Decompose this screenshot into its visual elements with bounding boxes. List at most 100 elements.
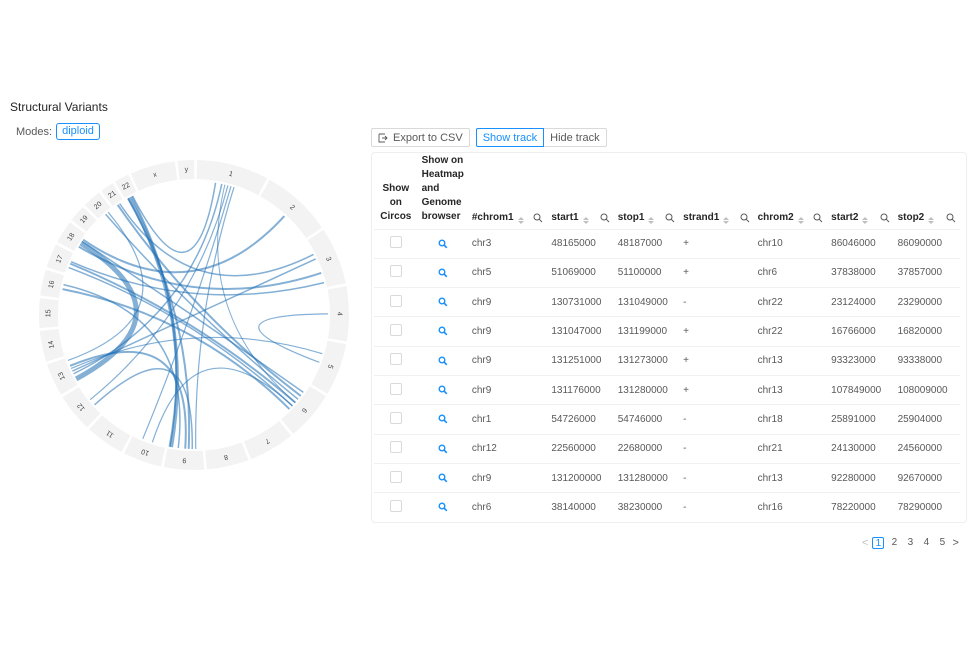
sv-link[interactable] [70,336,323,370]
search-icon[interactable] [438,502,448,512]
show-on-circos-checkbox[interactable] [389,411,402,424]
chromosome-segment[interactable] [40,269,64,298]
sv-link[interactable] [151,367,293,443]
sv-link[interactable] [67,211,144,361]
sv-link[interactable] [62,288,291,410]
pagination-next[interactable]: > [952,537,959,549]
chromosome-segment[interactable] [89,415,131,453]
show-on-circos-checkbox[interactable] [389,294,402,307]
chromosome-segment[interactable] [281,386,327,434]
search-icon[interactable] [438,326,448,336]
search-filter-icon[interactable] [533,213,543,223]
sv-link[interactable] [217,184,296,404]
sv-link[interactable] [131,182,217,254]
sv-link[interactable] [78,245,322,290]
sort-icon[interactable] [517,216,524,224]
chromosome-segment[interactable] [115,174,137,198]
chromosome-segment[interactable] [62,387,101,428]
sv-link[interactable] [130,196,178,447]
sort-icon[interactable] [928,216,935,224]
show-track-button[interactable]: Show track [475,128,545,147]
chromosome-segment[interactable] [260,179,322,239]
page-1[interactable]: 1 [872,537,885,549]
chromosome-segment[interactable] [243,420,292,460]
search-icon[interactable] [438,297,448,307]
table-row[interactable]: chr3 48165000 48187000 + chr10 86046000 … [374,229,960,259]
search-filter-icon[interactable] [665,213,675,223]
table-row[interactable]: chr12 22560000 22680000 - chr21 24130000… [374,434,960,464]
page-2[interactable]: 2 [891,537,898,548]
page-5[interactable]: 5 [939,537,946,548]
chromosome-segment[interactable] [57,222,86,251]
sort-icon[interactable] [648,216,655,224]
chromosome-segment[interactable] [196,160,268,196]
chromosome-segment[interactable] [46,244,73,273]
sort-icon[interactable] [797,216,804,224]
header-chrom2[interactable]: chrom2 [753,153,828,230]
chromosome-segment[interactable] [39,329,65,362]
sv-link[interactable] [70,260,325,296]
chromosome-segment[interactable] [205,442,249,470]
table-row[interactable]: chr9 130731000 131049000 - chr22 2312400… [374,287,960,318]
header-start2[interactable]: start2 [827,153,894,230]
search-icon[interactable] [438,385,448,395]
chromosome-segment[interactable] [130,161,178,191]
hide-track-button[interactable]: Hide track [544,128,607,147]
search-icon[interactable] [438,414,448,424]
table-row[interactable]: chr9 131200000 131280000 - chr13 9228000… [374,463,960,494]
table-row[interactable]: chr1 54726000 54746000 - chr18 25891000 … [374,404,960,435]
page-4[interactable]: 4 [923,537,930,548]
search-filter-icon[interactable] [600,213,610,223]
table-row[interactable]: chr9 131047000 131199000 + chr22 1676600… [374,316,960,347]
search-filter-icon[interactable] [880,213,890,223]
sv-link[interactable] [142,186,232,440]
chromosome-segment[interactable] [307,229,346,288]
sort-icon[interactable] [582,216,589,224]
table-row[interactable]: chr9 131251000 131273000 + chr13 9332300… [374,346,960,376]
sv-link[interactable] [82,215,286,274]
chromosome-segment[interactable] [38,298,59,329]
sv-link[interactable] [127,197,191,449]
show-on-circos-checkbox[interactable] [389,324,402,337]
search-icon[interactable] [438,239,448,249]
show-on-circos-checkbox[interactable] [389,441,402,454]
chromosome-segment[interactable] [311,340,347,394]
show-on-circos-checkbox[interactable] [389,382,402,395]
search-filter-icon[interactable] [740,213,750,223]
sort-icon[interactable] [723,216,730,224]
show-on-circos-checkbox[interactable] [389,236,402,249]
chromosome-segment[interactable] [327,285,349,342]
chromosome-segment[interactable] [84,192,111,219]
sv-link[interactable] [68,266,293,407]
sort-icon[interactable] [862,216,869,224]
header-start1[interactable]: start1 [547,153,614,230]
header-chrom1[interactable]: #chrom1 [467,153,548,230]
header-stop2[interactable]: stop2 [893,153,960,230]
search-filter-icon[interactable] [946,213,956,223]
sv-link[interactable] [94,368,193,449]
export-csv-button[interactable]: Export to CSV [371,128,470,147]
search-icon[interactable] [438,444,448,454]
show-on-circos-checkbox[interactable] [389,265,402,278]
sv-link[interactable] [195,186,235,449]
chromosome-segment[interactable] [124,436,166,467]
sv-link[interactable] [69,350,187,449]
sv-link[interactable] [258,313,329,363]
sv-link[interactable] [63,283,181,449]
sv-link[interactable] [89,185,229,401]
sv-link[interactable] [116,204,302,397]
mode-tag-diploid[interactable]: diploid [56,123,100,140]
search-icon[interactable] [438,473,448,483]
search-icon[interactable] [438,356,448,366]
header-strand1[interactable]: strand1 [679,153,754,230]
show-on-circos-checkbox[interactable] [389,353,402,366]
show-on-circos-checkbox[interactable] [389,470,402,483]
chromosome-segment[interactable] [71,206,97,232]
table-row[interactable]: chr9 131176000 131280000 + chr13 1078490… [374,375,960,406]
chromosome-segment[interactable] [101,183,123,207]
table-row[interactable]: chr5 51069000 51100000 + chr6 37838000 3… [374,258,960,289]
table-row[interactable]: chr6 38140000 38230000 - chr16 78220000 … [374,493,960,522]
sv-link[interactable] [72,258,317,372]
chromosome-segment[interactable] [47,358,78,395]
